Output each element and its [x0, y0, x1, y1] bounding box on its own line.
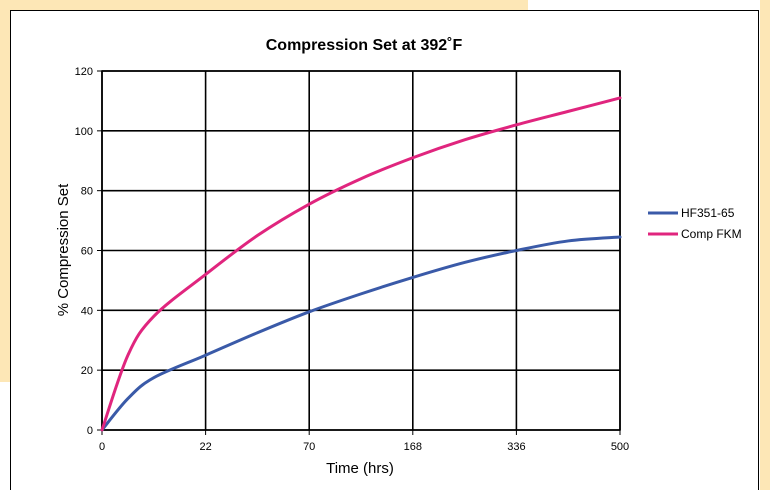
y-tick-label-0: 0	[87, 425, 93, 437]
background-band-right	[760, 0, 770, 490]
chart-title: Compression Set at 392˚F	[266, 37, 463, 54]
legend-label-comp-fkm: Comp FKM	[681, 227, 742, 241]
x-tick-label-4: 336	[507, 441, 525, 453]
y-tick-label-6: 120	[75, 66, 93, 78]
y-tick-label-2: 40	[81, 305, 93, 317]
x-tick-labels: 0 22 70 168 336 500	[99, 430, 629, 453]
y-tick-labels: 0 20 40 60 80 100 120	[75, 66, 102, 437]
x-tick-label-3: 168	[404, 441, 422, 453]
background-band-left	[0, 0, 10, 382]
legend: HF351-65 Comp FKM	[648, 206, 742, 241]
legend-label-hf351-65: HF351-65	[681, 206, 735, 220]
x-tick-label-1: 22	[199, 441, 211, 453]
grid	[101, 70, 621, 431]
x-tick-label-5: 500	[611, 441, 629, 453]
background-band-top	[0, 0, 528, 10]
y-tick-label-1: 20	[81, 365, 93, 377]
y-axis-label: % Compression Set	[55, 183, 72, 316]
series-line-hf351-65	[100, 235, 622, 432]
x-tick-label-0: 0	[99, 441, 105, 453]
series-line-comp-fkm	[100, 96, 622, 432]
series-lines	[100, 96, 622, 432]
y-tick-label-4: 80	[81, 186, 93, 198]
y-tick-label-3: 60	[81, 246, 93, 258]
x-tick-label-2: 70	[303, 441, 315, 453]
y-tick-label-5: 100	[75, 126, 93, 138]
x-axis-label: Time (hrs)	[326, 460, 394, 477]
